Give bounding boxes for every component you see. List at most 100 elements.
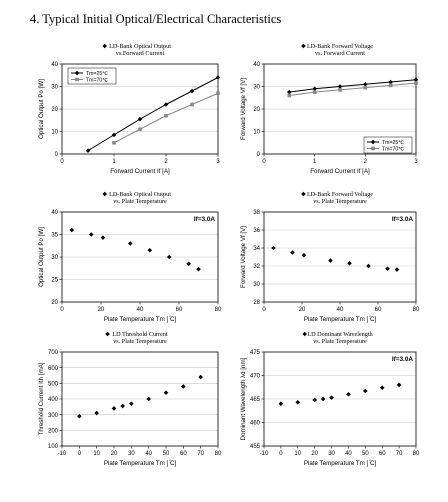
plot-frame: [263, 211, 417, 303]
series-1: [112, 91, 220, 145]
x-axis-label: Plate Temperature Tm [ ̊C]: [304, 460, 377, 467]
x-tick-label: 1: [112, 159, 116, 165]
data-point: [166, 254, 172, 260]
chart-subtitle: vs. Plate Temperature: [113, 338, 167, 345]
y-axis-label: Forward Voltage Vf [V]: [240, 78, 247, 140]
x-tick-label: 0: [60, 307, 64, 313]
y-tick-label: 35: [51, 233, 58, 239]
x-tick-label: 20: [98, 307, 105, 313]
data-point: [196, 266, 201, 272]
chart-title: LD Dominant Wavelength: [307, 331, 373, 338]
y-tick-label: 465: [250, 397, 261, 403]
y-tick-label: 300: [48, 413, 59, 419]
legend-label: Tm=25℃: [86, 71, 108, 77]
plot-frame: [61, 351, 219, 447]
y-tick-label: 470: [250, 374, 261, 380]
data-point: [137, 116, 143, 122]
x-tick-label: 30: [328, 451, 335, 457]
x-axis-label: Plate Temperature Tm [ ̊C]: [104, 460, 177, 467]
data-point: [127, 241, 133, 246]
y-tick-label: 20: [51, 300, 58, 306]
chart-threshold-current-vs-temperature: LD Threshold Current vs. Plate Temperatur…: [0, 331, 224, 492]
data-point: [366, 263, 371, 269]
x-tick-label: -10: [58, 451, 67, 457]
data-point: [112, 140, 116, 145]
data-point: [328, 258, 333, 263]
x-tick-label: 0: [60, 159, 64, 165]
data-point: [385, 266, 390, 271]
x-axis-label: Plate Temperature Tm [ ̊C]: [104, 316, 177, 323]
data-point: [338, 88, 342, 92]
legend-label: Tm=70℃: [382, 146, 404, 152]
y-tick-label: 400: [48, 397, 59, 403]
series-0: [278, 382, 402, 406]
series-line: [289, 82, 417, 96]
x-tick-label: 20: [311, 451, 318, 457]
y-tick-label: 40: [253, 62, 260, 68]
y-tick-label: 700: [48, 350, 59, 356]
data-point: [271, 245, 276, 251]
series-line: [113, 92, 219, 144]
data-point: [69, 227, 75, 233]
title-bullet-icon: [102, 43, 108, 49]
x-tick-label: 40: [337, 307, 344, 313]
data-point: [111, 132, 117, 138]
legend-marker-icon: [370, 139, 376, 145]
y-axis-label: Dominant Wavelength λd [nm]: [240, 357, 247, 440]
data-point: [190, 102, 194, 107]
y-tick-label: 0: [257, 152, 261, 158]
condition-annotation: If=3.0A: [194, 216, 216, 223]
x-tick-label: 60: [176, 307, 183, 313]
data-point: [129, 401, 134, 406]
y-tick-label: 600: [48, 366, 59, 372]
x-tick-label: 0: [262, 159, 266, 165]
x-tick-label: 40: [145, 451, 152, 457]
data-point: [189, 88, 195, 94]
data-point: [287, 93, 292, 98]
series-0: [77, 374, 203, 419]
series-0: [287, 77, 419, 95]
y-tick-label: 20: [51, 107, 58, 113]
data-point: [181, 384, 186, 389]
y-tick-label: 30: [253, 85, 260, 91]
x-tick-label: 10: [93, 451, 100, 457]
legend: Tm=25℃Tm=70℃: [363, 136, 413, 154]
x-tick-label: 80: [413, 307, 420, 313]
legend-label: Tm=70℃: [86, 77, 108, 83]
data-point: [347, 261, 352, 266]
data-point: [147, 247, 153, 253]
x-tick-label: 70: [197, 451, 204, 457]
title-bullet-icon: [301, 191, 306, 197]
x-tick-label: 1: [313, 159, 317, 165]
data-point: [363, 388, 368, 394]
x-tick-label: 60: [375, 307, 382, 313]
data-point: [186, 261, 192, 267]
x-tick-label: 70: [396, 451, 403, 457]
chart-title: LD-Bank Optical Output: [109, 43, 171, 50]
title-bullet-icon: [301, 43, 306, 49]
y-tick-label: 30: [51, 255, 58, 261]
chart-subtitle: vs. Plate Temperature: [313, 198, 367, 205]
plot-frame: [263, 351, 417, 447]
y-tick-label: 28: [253, 300, 260, 306]
data-point: [120, 403, 125, 409]
x-tick-label: 80: [215, 451, 222, 457]
y-tick-label: 455: [250, 444, 261, 450]
y-tick-label: 460: [250, 421, 261, 427]
x-tick-label: 2: [364, 159, 368, 165]
y-tick-label: 0: [55, 152, 59, 158]
chart-optical-output-vs-temperature: LD-Bank Optical Output vs. Plate Temperat…: [0, 188, 224, 346]
x-tick-label: 50: [163, 451, 170, 457]
x-tick-label: 60: [379, 451, 386, 457]
chart-subtitle: vs. Forward Current: [315, 50, 365, 57]
y-tick-label: 40: [51, 62, 58, 68]
y-tick-label: 34: [253, 246, 260, 252]
chart-subtitle: vs. Plate Temperature: [113, 198, 167, 205]
data-point: [295, 399, 301, 405]
data-point: [388, 79, 393, 85]
x-tick-label: 2: [164, 159, 168, 165]
data-point: [396, 382, 402, 388]
